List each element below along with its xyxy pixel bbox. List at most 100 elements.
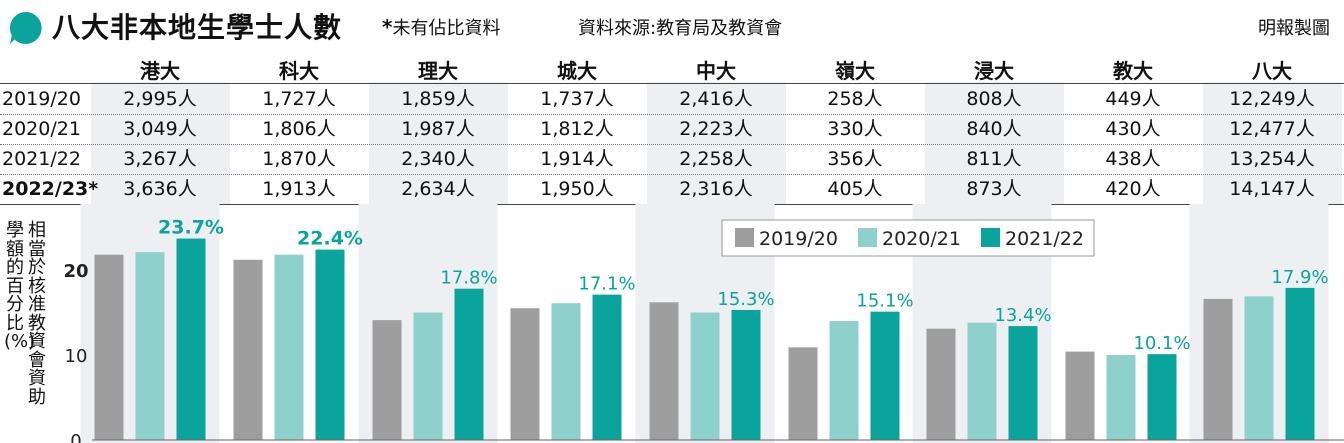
table-row-label: 2019/20 [2, 88, 81, 110]
table-column-header: 理大 [418, 59, 458, 83]
table-cell: 3,636人 [123, 178, 197, 200]
bar-2020/21-城大 [551, 303, 581, 440]
table-header-row: 港大 科大 理大 城大 中大 嶺大 浸大 教大 八大 [0, 56, 1344, 86]
data-label: 10.1% [1133, 333, 1190, 354]
table-column-shade [90, 82, 230, 204]
table-column-shade [646, 82, 786, 204]
bar-chart: 0 10 20 23.7% 22.4% 17.8% 17.1% 15.3% 15.1% 13.4%… [63, 204, 1344, 443]
table-cell: 811人 [966, 148, 1022, 170]
table-cell: 356人 [827, 148, 883, 170]
table-cell: 330人 [827, 118, 883, 140]
chart-header: 八大非本地生學士人數 *未有佔比資料 資料來源:教育局及教資會 明報製圖 [0, 0, 1344, 52]
bar-2019/20-港大 [94, 254, 124, 440]
table-cell: 438人 [1105, 148, 1161, 170]
y-tick-label: 20 [63, 261, 88, 282]
speech-bubble-icon [9, 11, 42, 44]
bar-2021/22-嶺大 [870, 311, 900, 440]
table-row-label: 2021/22 [2, 148, 81, 170]
bar-2021/22-科大 [315, 249, 345, 440]
bar-2021/22-理大 [454, 288, 484, 440]
bar-2020/21-中大 [690, 312, 720, 440]
table-cell: 420人 [1105, 178, 1161, 200]
table-cell: 873人 [966, 178, 1022, 200]
legend-swatch-2019/20 [735, 228, 754, 247]
table-column-header: 八大 [1252, 59, 1292, 83]
bar-2021/22-中大 [731, 309, 761, 440]
data-label: 15.1% [856, 291, 913, 312]
table-cell: 3,049人 [123, 118, 197, 140]
note-text: 未有佔比資料 [392, 18, 501, 39]
table-cell: 3,267人 [123, 148, 197, 170]
table-cell: 1,727人 [262, 88, 336, 110]
bar-2021/22-八大 [1285, 287, 1315, 440]
table-cell: 1,913人 [262, 178, 336, 200]
legend-label: 2019/20 [759, 228, 838, 250]
bar-2021/22-教大 [1147, 354, 1177, 440]
table-cell: 808人 [966, 88, 1022, 110]
bar-2021/22-浸大 [1008, 326, 1038, 440]
bar-2021/22-城大 [592, 294, 622, 440]
table-cell: 2,340人 [401, 148, 475, 170]
data-label: 15.3% [717, 289, 774, 310]
bar-2019/20-中大 [649, 302, 679, 440]
table-cell: 2,258人 [679, 148, 753, 170]
table-cell: 1,812人 [540, 118, 614, 140]
table-cell: 430人 [1105, 118, 1161, 140]
table-cell: 449人 [1105, 88, 1161, 110]
data-label: 17.8% [440, 268, 497, 289]
table-cell: 1,859人 [401, 88, 475, 110]
table-column-header: 港大 [140, 59, 180, 83]
table-row: 2020/21 3,049人 1,806人 1,987人 1,812人 2,223人 330… [0, 114, 1344, 144]
table-cell: 2,416人 [679, 88, 753, 110]
y-axis-label-line-1: 相當於核准教資會資助 [28, 220, 46, 408]
y-tick-label: 10 [65, 346, 88, 367]
bar-2020/21-浸大 [967, 322, 997, 440]
table-rule [0, 83, 1344, 84]
table-cell: 2,634人 [401, 178, 475, 200]
data-label: 23.7% [158, 217, 224, 239]
table-cell: 405人 [827, 178, 883, 200]
bar-2019/20-城大 [510, 308, 540, 440]
table-cell: 13,254人 [1229, 148, 1315, 170]
bar-2021/22-港大 [176, 238, 206, 440]
table-rule [0, 144, 1344, 145]
table-cell: 2,316人 [679, 178, 753, 200]
table-rule [0, 174, 1344, 175]
table-cell: 12,477人 [1229, 118, 1315, 140]
data-label: 17.1% [578, 274, 635, 295]
table-row-label: 2022/23* [2, 178, 99, 200]
table-cell: 1,737人 [540, 88, 614, 110]
table-column-shade [924, 82, 1064, 204]
table-cell: 1,950人 [540, 178, 614, 200]
bar-2019/20-理大 [372, 320, 402, 440]
table-column-header: 科大 [279, 59, 319, 83]
table-cell: 1,870人 [262, 148, 336, 170]
table-column-header: 城大 [557, 59, 597, 83]
table-row: 2021/22 3,267人 1,870人 2,340人 1,914人 2,258人 356… [0, 144, 1344, 174]
y-axis-label: 學額的百分比(%) 相當於核准教資會資助 [4, 220, 48, 434]
table-cell: 2,995人 [123, 88, 197, 110]
table-cell: 1,987人 [401, 118, 475, 140]
bar-2019/20-科大 [233, 259, 263, 440]
data-label: 22.4% [297, 228, 363, 250]
table-cell: 258人 [827, 88, 883, 110]
table-cell: 840人 [966, 118, 1022, 140]
note-star: * [382, 15, 393, 39]
table-row-label: 2020/21 [2, 118, 81, 140]
y-axis-label-line-2: 學額的百分比(%) [4, 220, 36, 352]
chart-title: 八大非本地生學士人數 [52, 11, 343, 44]
data-source: 資料來源:教育局及教資會 [578, 18, 783, 39]
table-cell: 1,806人 [262, 118, 336, 140]
chart-note: *未有佔比資料 [382, 14, 500, 40]
table-column-header: 中大 [696, 59, 736, 83]
legend-label: 2021/22 [1005, 228, 1084, 250]
table-column-shade [1202, 82, 1342, 204]
chart-credit: 明報製圖 [1258, 18, 1330, 39]
table-cell: 2,223人 [679, 118, 753, 140]
table-column-header: 嶺大 [835, 59, 875, 83]
bar-2020/21-港大 [135, 252, 165, 440]
bar-2019/20-浸大 [926, 328, 956, 440]
table-rule [0, 114, 1344, 115]
table-row: 2019/20 2,995人 1,727人 1,859人 1,737人 2,416人 258… [0, 84, 1344, 114]
table-cell: 1,914人 [540, 148, 614, 170]
